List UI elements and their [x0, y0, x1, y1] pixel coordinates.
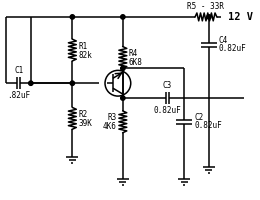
- Circle shape: [121, 15, 125, 19]
- Circle shape: [70, 81, 75, 85]
- Circle shape: [121, 96, 125, 100]
- Text: 0.82uF: 0.82uF: [194, 121, 222, 130]
- Text: C1: C1: [14, 66, 24, 75]
- Text: 0.82uF: 0.82uF: [219, 44, 246, 53]
- Text: R5 - 33R: R5 - 33R: [187, 2, 224, 11]
- Circle shape: [207, 15, 211, 19]
- Text: C3: C3: [163, 81, 172, 90]
- Text: 12 V: 12 V: [228, 12, 253, 22]
- Circle shape: [29, 81, 33, 85]
- Circle shape: [121, 66, 125, 71]
- Text: C2: C2: [194, 113, 203, 122]
- Text: R4: R4: [129, 49, 138, 58]
- Text: 0.82uF: 0.82uF: [153, 106, 181, 115]
- Text: .82uF: .82uF: [7, 91, 30, 100]
- Circle shape: [70, 15, 75, 19]
- Text: 4K6: 4K6: [103, 122, 117, 131]
- Text: 82k: 82k: [78, 51, 92, 60]
- Text: R2: R2: [78, 110, 88, 119]
- Text: C4: C4: [219, 36, 228, 45]
- Text: 6K8: 6K8: [129, 58, 143, 67]
- Text: R3: R3: [108, 113, 117, 122]
- Text: R1: R1: [78, 42, 88, 51]
- Text: 39K: 39K: [78, 119, 92, 128]
